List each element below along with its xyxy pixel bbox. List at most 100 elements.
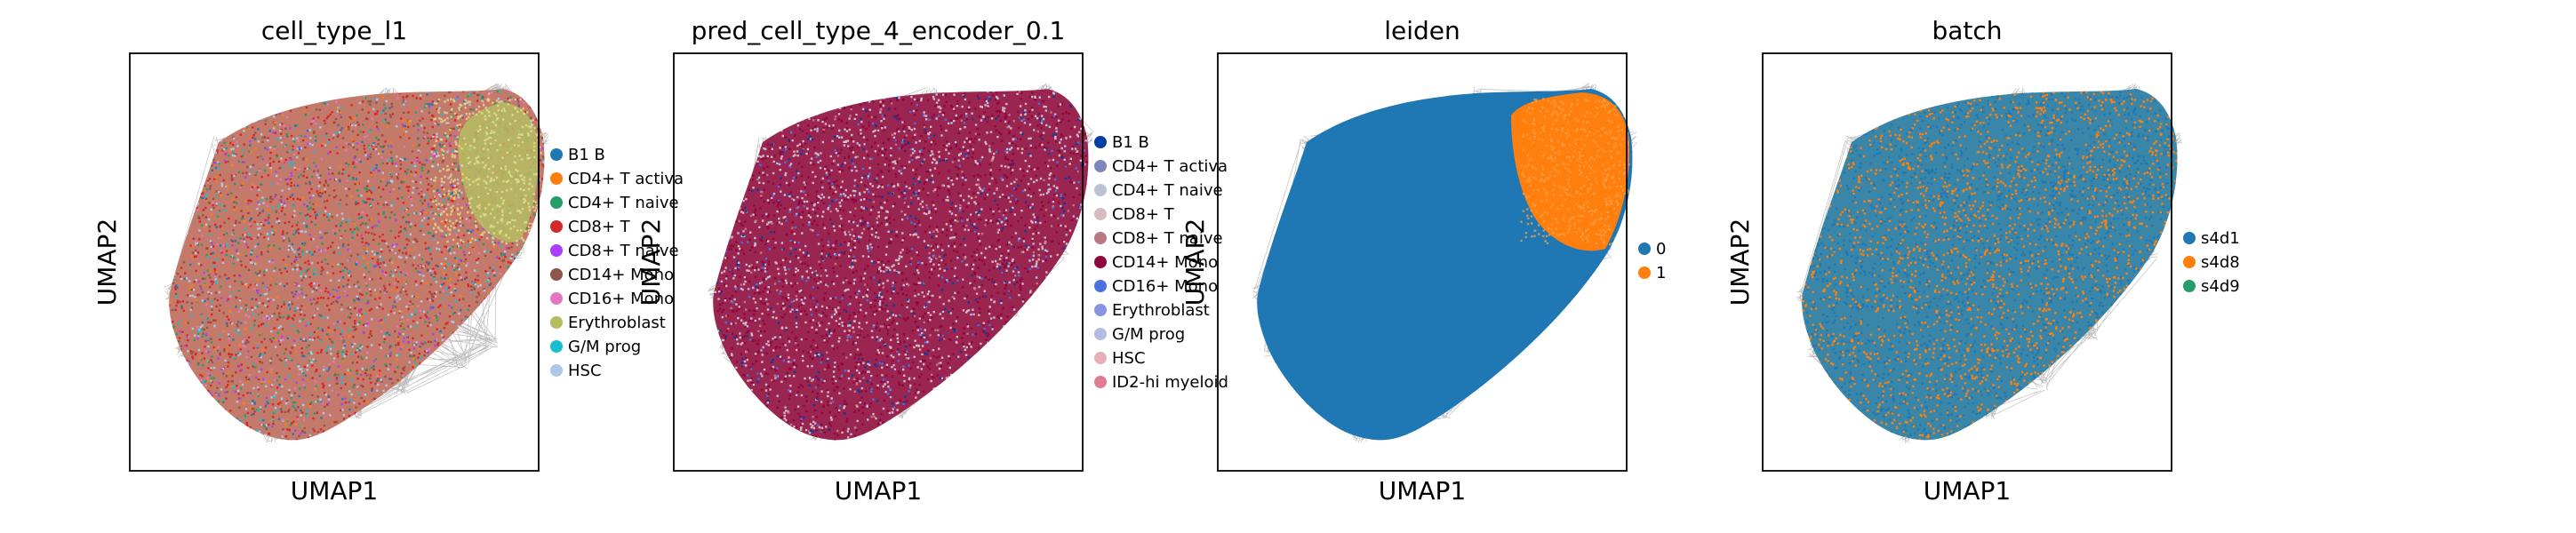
legend-marker	[1094, 328, 1107, 340]
legend-label: CD14+ Mono	[568, 266, 674, 284]
cluster-points	[1511, 92, 1631, 251]
legend-label: CD4+ T naive	[568, 194, 679, 212]
legend: s4d1 s4d8 s4d9	[2183, 229, 2240, 296]
legend-marker	[550, 316, 563, 329]
legend-label: Erythroblast	[568, 314, 666, 332]
legend-item: ID2-hi myeloid	[1094, 373, 1228, 392]
legend-label: s4d8	[2201, 253, 2240, 272]
legend-item: Erythroblast	[1094, 301, 1210, 320]
legend-item: G/M prog	[550, 338, 641, 356]
legend-marker	[550, 268, 563, 281]
legend-marker	[550, 340, 563, 353]
legend-item: s4d1	[2183, 229, 2240, 248]
legend-marker	[550, 364, 563, 377]
y-axis-label: UMAP2	[636, 219, 666, 306]
legend-marker	[1638, 266, 1651, 279]
legend-item: HSC	[1094, 349, 1146, 368]
legend-marker	[1094, 208, 1107, 220]
legend-label: 1	[1656, 264, 1666, 282]
plot-area	[164, 83, 549, 443]
legend-label: s4d1	[2201, 229, 2240, 248]
legend-label: CD4+ T activa	[1112, 157, 1228, 176]
points-1	[1802, 89, 2178, 441]
legend-marker	[550, 148, 563, 161]
umap-panel: pred_cell_type_4_encoder_0.1 UMAP1 UMAP2…	[636, 16, 1228, 505]
legend-item: CD8+ T naive	[550, 242, 679, 260]
legend-label: s4d9	[2201, 277, 2240, 296]
legend-label: G/M prog	[568, 338, 641, 356]
legend-marker	[1094, 136, 1107, 148]
legend-marker	[1094, 184, 1107, 196]
legend-item: B1 B	[550, 146, 605, 164]
plot-area	[1252, 82, 1637, 443]
legend-label: 0	[1656, 240, 1666, 259]
legend-item: CD8+ T	[550, 218, 631, 236]
legend-item: 0	[1638, 240, 1666, 259]
legend-marker	[550, 172, 563, 185]
legend-item: Erythroblast	[550, 314, 666, 332]
legend-label: CD16+ Mono	[568, 290, 674, 308]
legend-item: CD4+ T activa	[550, 170, 684, 188]
legend-marker	[1094, 280, 1107, 292]
legend-item: CD4+ T naive	[550, 194, 679, 212]
legend-item: CD8+ T	[1094, 205, 1175, 224]
panel-title: leiden	[1384, 16, 1460, 45]
points-0	[713, 89, 1089, 441]
legend-marker	[1094, 352, 1107, 364]
legend-label: CD8+ T naive	[1112, 229, 1223, 248]
legend-marker	[1094, 304, 1107, 316]
x-axis-label: UMAP1	[1379, 476, 1467, 505]
legend-marker	[1094, 232, 1107, 244]
legend-label: HSC	[1112, 349, 1146, 368]
panel-title: cell_type_l1	[261, 16, 407, 45]
legend-label: Erythroblast	[1112, 301, 1210, 320]
legend-item: CD4+ T activa	[1094, 157, 1228, 176]
legend-label: CD8+ T	[1112, 205, 1175, 224]
legend-marker	[1638, 243, 1651, 255]
legend-marker	[1094, 256, 1107, 268]
cell-points	[713, 89, 1089, 441]
legend: B1 B CD4+ T activa CD4+ T naive CD8+ T C…	[1094, 133, 1228, 392]
legend-label: HSC	[568, 362, 602, 380]
legend-item: s4d9	[2183, 277, 2240, 296]
panel-title: batch	[1932, 16, 2002, 45]
legend-item: CD4+ T naive	[1094, 181, 1223, 200]
points-6	[713, 89, 1089, 441]
legend-label: CD8+ T	[568, 218, 631, 236]
x-axis-label: UMAP1	[835, 476, 923, 505]
plot-frame	[1217, 52, 1628, 472]
legend-label: CD4+ T activa	[568, 170, 684, 188]
legend-label: ID2-hi myeloid	[1112, 373, 1228, 392]
point-texture	[713, 89, 1089, 441]
legend-item: s4d8	[2183, 253, 2240, 272]
legend-marker	[550, 196, 563, 209]
legend-marker	[550, 244, 563, 257]
x-axis-label: UMAP1	[291, 476, 379, 505]
legend-label: CD8+ T naive	[568, 242, 679, 260]
legend-item: G/M prog	[1094, 325, 1185, 344]
legend-label: CD4+ T naive	[1112, 181, 1223, 200]
plot-area	[708, 83, 1094, 442]
point-texture	[1802, 89, 2178, 441]
legend-marker	[2183, 280, 2196, 292]
x-axis-label: UMAP1	[1924, 476, 2012, 505]
panel-title: pred_cell_type_4_encoder_0.1	[692, 16, 1066, 45]
legend-marker	[550, 220, 563, 233]
plot-frame	[129, 52, 540, 472]
legend: 0 1	[1638, 240, 1666, 282]
legend-label: B1 B	[1112, 133, 1149, 152]
legend-item: CD14+ Mono	[1094, 253, 1218, 272]
plot-frame	[673, 52, 1084, 472]
legend-item: 1	[1638, 264, 1666, 282]
legend-marker	[1094, 376, 1107, 388]
legend: B1 B CD4+ T activa CD4+ T naive CD8+ T C…	[550, 146, 684, 380]
legend-item: CD16+ Mono	[550, 290, 674, 308]
legend-label: CD16+ Mono	[1112, 277, 1218, 296]
legend-item: B1 B	[1094, 133, 1149, 152]
legend-label: B1 B	[568, 146, 605, 164]
legend-marker	[1094, 160, 1107, 172]
y-axis-label: UMAP2	[1180, 219, 1210, 306]
legend-marker	[550, 292, 563, 305]
legend-marker	[2183, 256, 2196, 268]
